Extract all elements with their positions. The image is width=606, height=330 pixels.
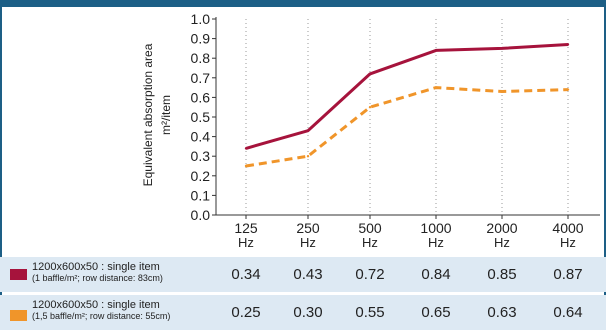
x-tick-label-500: 500 [358, 220, 382, 236]
series-2-point-500 [368, 106, 372, 109]
y-tick-label-0.4: 0.4 [191, 129, 211, 145]
series-1-point-2000 [500, 47, 504, 50]
series-1-value-500: 0.72 [355, 266, 385, 283]
series-1-value-2000: 0.85 [487, 266, 517, 283]
y-tick-label-1.0: 1.0 [191, 11, 211, 27]
series-1-value-250: 0.43 [293, 266, 323, 283]
legend-row-series-2: 1200x600x50 : single item (1,5 baffle/m²… [0, 295, 606, 330]
top-border-bar [0, 0, 606, 7]
legend-row-series-1: 1200x600x50 : single item (1 baffle/m²; … [0, 257, 606, 292]
series-1-name: 1200x600x50 : single item [32, 261, 160, 273]
series-1-point-125 [244, 147, 248, 150]
series-2-point-125 [244, 164, 248, 168]
series-1-value-125: 0.34 [231, 266, 261, 283]
series-1-label: 1200x600x50 : single item (1 baffle/m²; … [32, 261, 163, 284]
x-tick-unit-250: Hz [300, 235, 316, 250]
series-1-point-1000 [434, 49, 438, 52]
y-tick-label-0.5: 0.5 [191, 109, 211, 125]
series-2-line [245, 86, 569, 168]
x-tick-unit-2000: Hz [494, 235, 510, 250]
series-1-value-4000: 0.87 [553, 266, 583, 283]
series-2-value-125: 0.25 [231, 304, 261, 321]
y-tick-label-0.3: 0.3 [191, 148, 211, 164]
series-1-swatch [10, 269, 27, 280]
series-1-point-4000 [566, 43, 570, 46]
y-tick-label-0.9: 0.9 [191, 31, 211, 47]
x-tick-unit-1000: Hz [428, 235, 444, 250]
series-2-point-2000 [500, 90, 504, 93]
series-1-line [245, 43, 569, 150]
series-2-point-1000 [434, 86, 438, 89]
y-tick-label-0.2: 0.2 [191, 168, 211, 184]
series-2-value-2000: 0.63 [487, 304, 517, 321]
series-1-value-1000: 0.84 [421, 266, 451, 283]
x-tick-label-2000: 2000 [486, 220, 517, 236]
y-axis-unit: m²/item [159, 95, 173, 135]
y-tick-label-0.7: 0.7 [191, 70, 211, 86]
series-2-point-4000 [566, 88, 570, 91]
x-tick-unit-125: Hz [238, 235, 254, 250]
series-1-subname: (1 baffle/m²; row distance: 83cm) [32, 273, 163, 284]
series-2-value-4000: 0.64 [553, 304, 583, 321]
series-2-label: 1200x600x50 : single item (1,5 baffle/m²… [32, 299, 170, 322]
x-tick-label-1000: 1000 [420, 220, 451, 236]
series-2-value-500: 0.55 [355, 304, 385, 321]
y-tick-label-0.6: 0.6 [191, 89, 211, 105]
x-tick-unit-4000: Hz [560, 235, 576, 250]
series-2-name: 1200x600x50 : single item [32, 299, 160, 311]
series-2-point-250 [306, 155, 310, 158]
series-2-value-1000: 0.65 [421, 304, 451, 321]
series-2-swatch [10, 310, 27, 321]
x-tick-label-4000: 4000 [552, 220, 583, 236]
x-tick-label-250: 250 [296, 220, 320, 236]
y-tick-label-0.1: 0.1 [191, 187, 211, 203]
y-tick-label-0.8: 0.8 [191, 50, 211, 66]
series-2-value-250: 0.30 [293, 304, 323, 321]
series-1-point-250 [306, 129, 310, 132]
series-2-subname: (1,5 baffle/m²; row distance: 55cm) [32, 311, 171, 322]
y-tick-label-0.0: 0.0 [191, 207, 211, 223]
y-axis-label: Equivalent absorption area [141, 43, 155, 186]
x-tick-label-125: 125 [234, 220, 258, 236]
x-tick-unit-500: Hz [362, 235, 378, 250]
series-1-point-500 [368, 72, 372, 76]
